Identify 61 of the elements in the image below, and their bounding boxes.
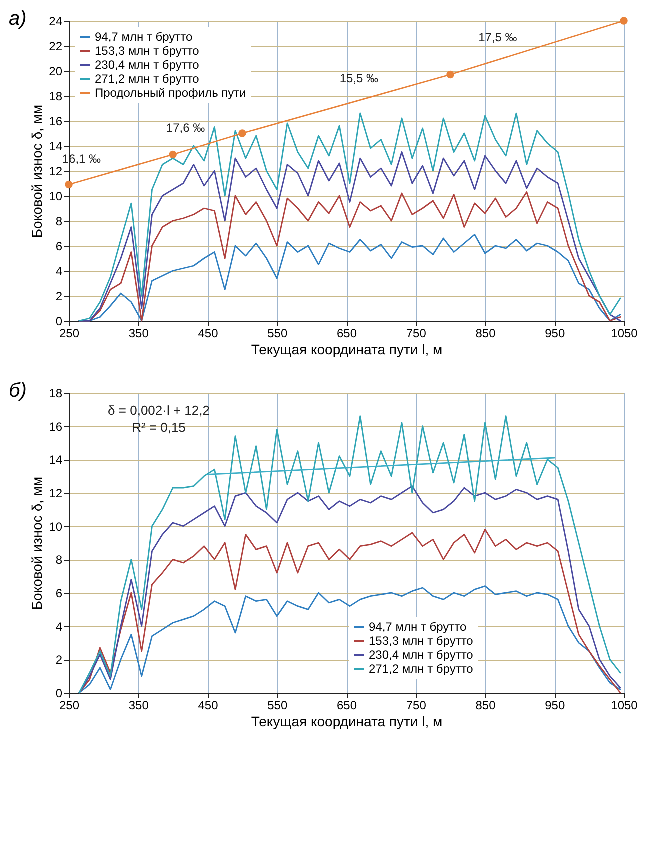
y-tick-label: 0	[56, 686, 63, 700]
x-tick-label: 250	[59, 326, 80, 340]
y-tick-label: 2	[56, 653, 63, 668]
y-tick-label: 6	[56, 586, 63, 600]
y-tick-label: 8	[56, 553, 63, 568]
annotation: 17,6 ‰	[166, 121, 206, 136]
y-tick-label: 0	[56, 314, 63, 328]
x-axis-title: Текущая координата пути l, м	[251, 342, 443, 358]
x-tick-label: 450	[198, 698, 219, 712]
y-axis-title: Боковой износ δ, мм	[29, 104, 46, 238]
y-tick-label: 12	[49, 486, 63, 500]
x-tick-label: 950	[545, 326, 566, 340]
y-tick-label: 24	[49, 14, 63, 28]
chart-title: а)	[9, 8, 27, 30]
legend-label: Продольный профиль пути	[95, 86, 246, 100]
annotation: R² = 0,15	[132, 420, 186, 435]
legend-label: 230,4 млн т брутто	[369, 648, 474, 662]
x-tick-label: 550	[268, 326, 288, 340]
x-tick-label: 450	[198, 326, 219, 340]
y-tick-label: 2	[56, 290, 63, 304]
y-tick-label: 12	[49, 164, 63, 178]
y-tick-label: 18	[49, 386, 63, 400]
y-tick-label: 14	[49, 140, 63, 154]
y-tick-label: 10	[49, 190, 63, 204]
legend-label: 230,4 млн т брутто	[95, 58, 200, 72]
y-axis-title: Боковой износ δ, мм	[29, 476, 46, 610]
x-axis-title: Текущая координата пути l, м	[251, 714, 443, 730]
x-tick-label: 950	[545, 698, 566, 712]
y-tick-label: 4	[56, 264, 63, 278]
annotation: 17,5 ‰	[478, 30, 518, 44]
x-tick-label: 1050	[611, 698, 638, 712]
x-tick-label: 650	[336, 698, 358, 712]
chart-title: б)	[9, 380, 27, 402]
y-tick-label: 8	[56, 214, 63, 228]
legend-label: 153,3 млн т брутто	[369, 634, 474, 648]
x-tick-label: 550	[268, 698, 288, 712]
y-tick-label: 16	[49, 420, 63, 434]
x-tick-label: 350	[128, 326, 150, 340]
annotation: 15,5 ‰	[340, 71, 379, 86]
y-tick-label: 20	[49, 64, 63, 78]
x-tick-label: 750	[406, 326, 427, 340]
x-tick-label: 850	[476, 698, 496, 712]
x-tick-label: 350	[128, 698, 150, 712]
y-tick-label: 18	[49, 90, 63, 104]
legend-label: 271,2 млн т брутто	[95, 72, 200, 86]
x-tick-label: 250	[59, 698, 80, 712]
y-tick-label: 4	[56, 620, 63, 634]
x-tick-label: 650	[336, 326, 358, 340]
legend-label: 271,2 млн т брутто	[369, 662, 474, 676]
annotation: δ = 0,002·l + 12,2	[108, 403, 210, 418]
x-tick-label: 850	[476, 326, 496, 340]
x-tick-label: 1050	[611, 326, 638, 340]
legend-label: 153,3 млн т брутто	[95, 44, 200, 58]
legend-label: 94,7 млн т брутто	[95, 30, 193, 44]
y-tick-label: 14	[49, 453, 63, 468]
y-tick-label: 6	[56, 240, 63, 254]
y-tick-label: 22	[49, 40, 63, 54]
legend-label: 94,7 млн т брутто	[369, 620, 467, 634]
y-tick-label: 16	[49, 114, 63, 128]
x-tick-label: 750	[406, 698, 427, 712]
y-tick-label: 10	[49, 520, 63, 534]
